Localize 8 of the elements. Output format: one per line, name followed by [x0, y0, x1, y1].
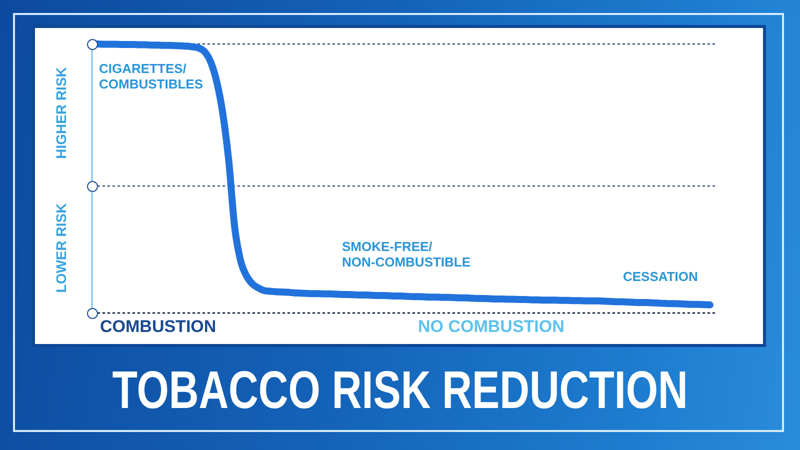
text: HIGHER RISK [52, 67, 69, 159]
annotation: CESSATION [623, 269, 698, 284]
text: COMBUSTION [100, 317, 216, 336]
annotation: SMOKE-FREE/ NON-COMBUSTIBLE [342, 239, 471, 270]
text: NO COMBUSTION [418, 317, 564, 336]
annotation: CIGARETTES/ COMBUSTIBLES [99, 61, 204, 92]
text: LOWER RISK [52, 203, 69, 293]
text: TOBACCO RISK REDUCTION [112, 361, 688, 420]
